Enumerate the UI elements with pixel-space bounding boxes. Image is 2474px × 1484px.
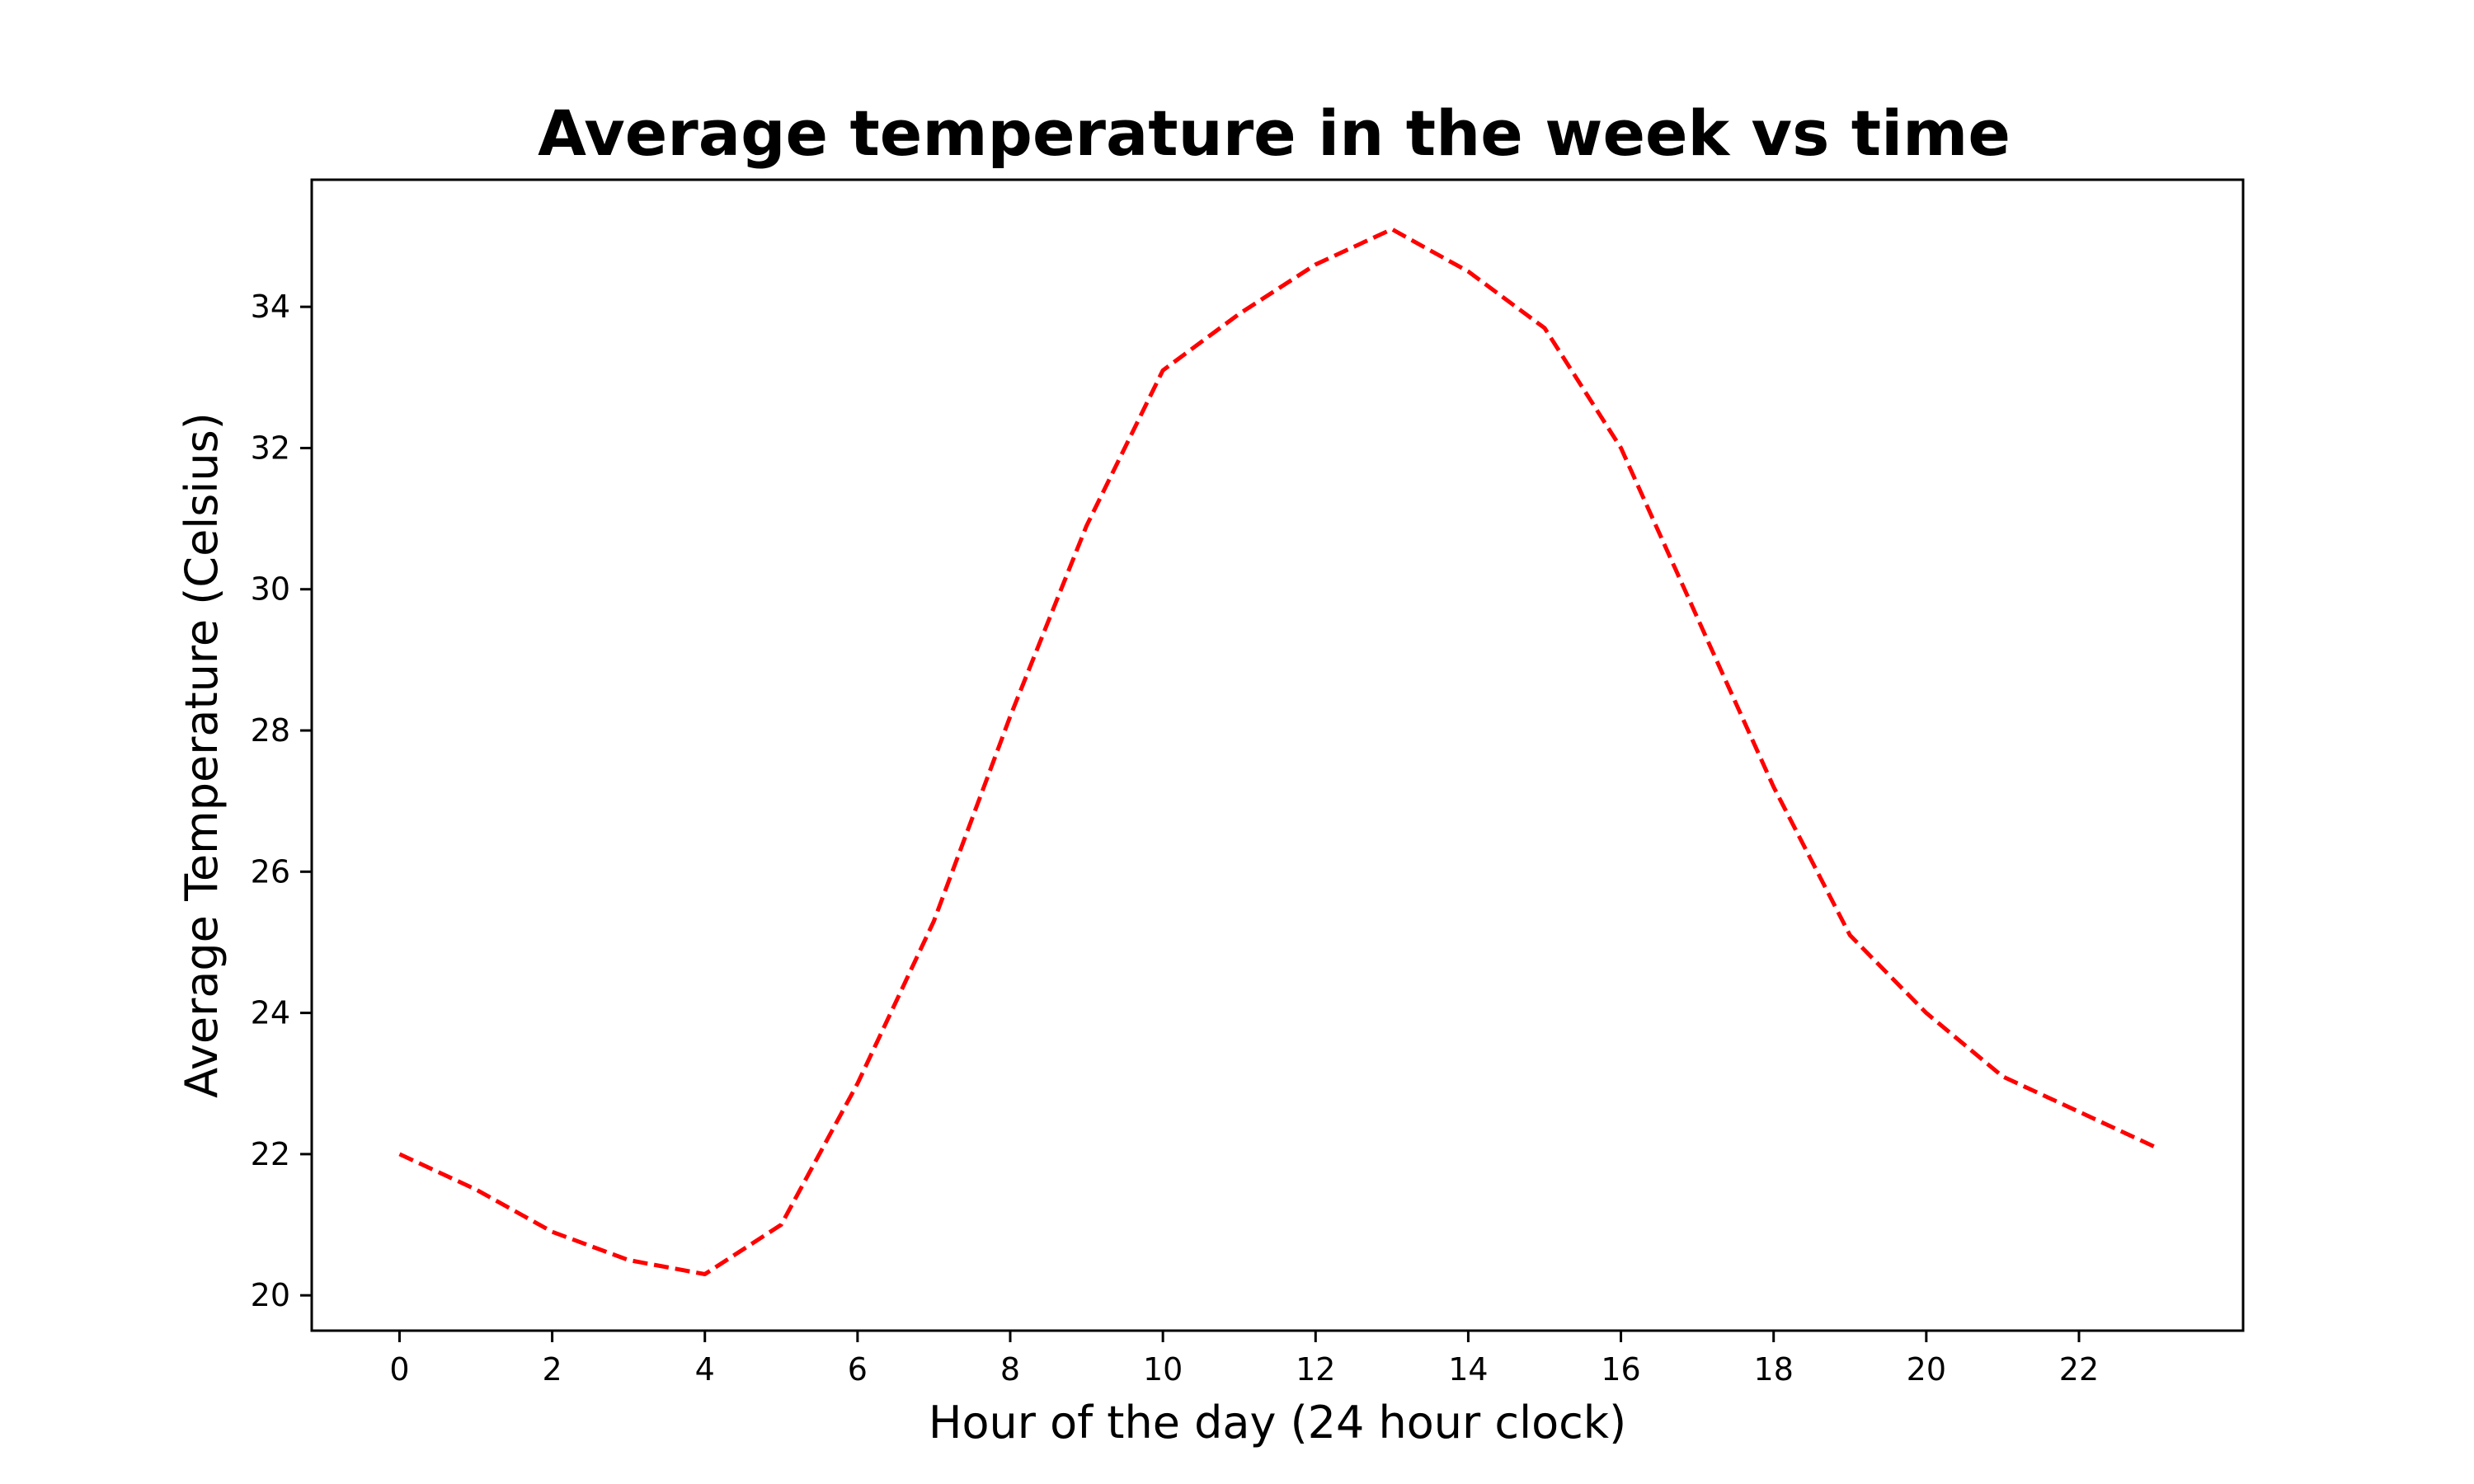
y-tick-label: 32 (251, 430, 290, 466)
x-axis: 0 2 4 6 8 10 12 14 16 18 20 22 (389, 1331, 2099, 1388)
x-tick-label: 6 (848, 1351, 868, 1388)
y-tick-label: 20 (251, 1277, 290, 1313)
x-tick-label: 8 (1000, 1351, 1020, 1388)
x-tick-label: 16 (1601, 1351, 1640, 1388)
x-tick-label: 12 (1296, 1351, 1335, 1388)
y-tick-label: 30 (251, 571, 290, 608)
y-tick-label: 22 (251, 1136, 290, 1172)
x-tick-label: 4 (695, 1351, 715, 1388)
x-tick-label: 22 (2059, 1351, 2099, 1388)
x-tick-label: 2 (542, 1351, 562, 1388)
x-tick-label: 10 (1143, 1351, 1183, 1388)
plot-frame (310, 178, 2245, 1332)
x-tick-label: 20 (1907, 1351, 1946, 1388)
x-tick-label: 18 (1754, 1351, 1794, 1388)
x-tick-label: 14 (1448, 1351, 1488, 1388)
x-axis-label: Hour of the day (24 hour clock) (929, 1397, 1626, 1449)
y-axis-label: Average Temperature (Celsius) (176, 412, 228, 1098)
y-axis: 20 22 24 26 28 30 32 34 (251, 289, 312, 1313)
x-tick-label: 0 (389, 1351, 409, 1388)
y-tick-label: 24 (251, 995, 290, 1031)
chart-title: Average temperature in the week vs time (538, 96, 2011, 170)
temperature-series-line (398, 227, 2157, 1276)
y-tick-label: 34 (251, 289, 290, 325)
y-tick-label: 28 (251, 712, 290, 749)
y-tick-label: 26 (251, 853, 290, 890)
